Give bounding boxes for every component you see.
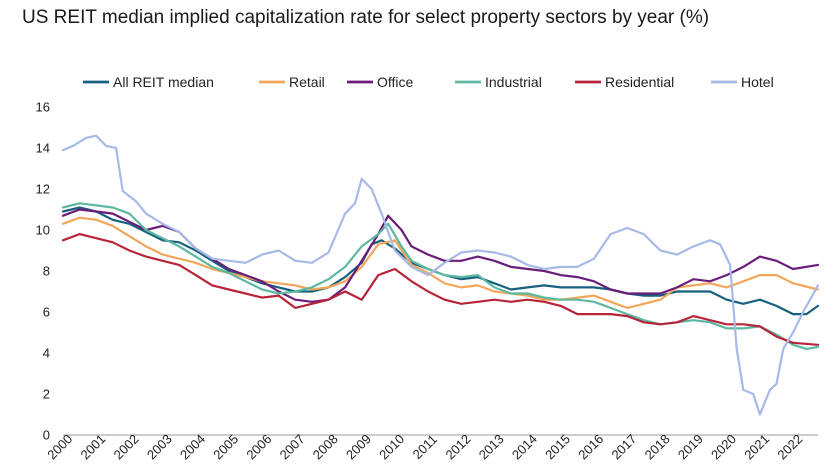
y-tick-label: 12 <box>36 182 50 197</box>
series-line-5 <box>61 134 820 416</box>
series-line-4 <box>61 233 820 346</box>
x-tick-label: 2011 <box>410 432 440 462</box>
x-tick-label: 2013 <box>476 431 507 462</box>
x-tick-label: 2002 <box>111 431 142 462</box>
y-axis: 0 2 4 6 8 10 12 14 16 <box>36 100 50 443</box>
x-tick-label: 2020 <box>708 431 739 462</box>
x-tick-label: 2018 <box>642 431 673 462</box>
x-tick-label: 2008 <box>310 431 341 462</box>
x-tick-label: 2019 <box>675 431 706 462</box>
x-tick-label: 2022 <box>774 431 805 462</box>
y-tick-label: 14 <box>36 141 50 156</box>
x-tick-label: 2014 <box>509 431 540 462</box>
series-line-1 <box>61 216 820 309</box>
chart-legend: All REIT median Retail Office Industrial Res… <box>83 74 774 90</box>
legend-label-0: All REIT median <box>113 74 214 90</box>
x-tick-label: 2016 <box>575 431 606 462</box>
legend-label-1: Retail <box>289 74 325 90</box>
x-tick-label: 2017 <box>608 431 639 462</box>
series-line-2 <box>61 208 820 303</box>
legend-label-2: Office <box>377 74 414 90</box>
x-tick-label: 2021 <box>741 431 772 462</box>
legend-label-4: Residential <box>605 74 674 90</box>
x-tick-label: 2012 <box>443 431 474 462</box>
x-tick-label: 2003 <box>144 431 175 462</box>
series-line-3 <box>61 202 820 350</box>
y-tick-label: 16 <box>36 100 50 115</box>
y-tick-label: 2 <box>43 387 50 402</box>
y-tick-label: 4 <box>43 346 50 361</box>
legend-label-3: Industrial <box>485 74 542 90</box>
chart-title: US REIT median implied capitalization ra… <box>22 7 710 28</box>
x-tick-label: 2004 <box>177 431 208 462</box>
x-tick-label: 2006 <box>243 431 274 462</box>
x-tick-label: 2015 <box>542 431 573 462</box>
x-tick-label: 2007 <box>277 431 308 462</box>
y-tick-label: 0 <box>43 428 50 443</box>
plot-area <box>61 134 820 416</box>
y-tick-label: 8 <box>43 264 50 279</box>
x-tick-label: 2001 <box>77 431 108 462</box>
x-tick-label: 2005 <box>210 431 241 462</box>
y-tick-label: 6 <box>43 305 50 320</box>
x-axis: 2000 2001 2002 2003 2004 2005 2006 2007 2008 2009… <box>44 431 818 462</box>
x-tick-label: 2009 <box>343 431 374 462</box>
y-tick-label: 10 <box>36 223 50 238</box>
x-tick-label: 2010 <box>376 431 407 462</box>
legend-label-5: Hotel <box>741 74 774 90</box>
